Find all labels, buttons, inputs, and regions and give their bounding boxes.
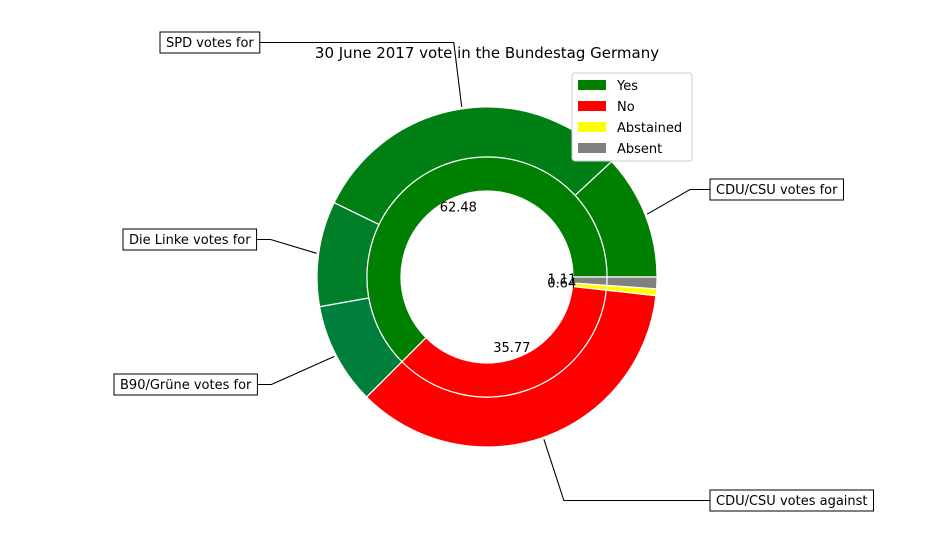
pct-label-abstained: 0.64 (547, 277, 576, 292)
legend-label-abstained: Abstained (617, 121, 682, 136)
callout-label: Die Linke votes for (129, 233, 251, 248)
callout-line (259, 41, 463, 107)
outer-ring (316, 106, 658, 448)
chart-title: 30 June 2017 vote in the Bundestag Germa… (315, 44, 659, 62)
inner-slice-yes (366, 156, 608, 363)
pct-label-no: 35.77 (493, 341, 530, 356)
inner-slice-absent (572, 276, 608, 287)
callout-label: CDU/CSU votes against (716, 494, 868, 509)
pct-label-absent: 1.11 (547, 273, 576, 288)
inner-ring (366, 156, 608, 398)
callouts: CDU/CSU votes for SPD votes for Die Linke … (113, 31, 875, 512)
legend-swatch-absent (578, 143, 606, 153)
callout-line (257, 355, 335, 386)
callout-label: CDU/CSU votes for (716, 183, 838, 198)
legend-label-yes: Yes (616, 79, 638, 94)
legend-label-no: No (617, 100, 635, 115)
callout-line (543, 439, 710, 502)
pct-label-yes: 62.48 (440, 201, 477, 216)
callout-line (646, 188, 710, 215)
legend-swatch-yes (578, 80, 606, 90)
callout-label: B90/Grüne votes for (120, 378, 252, 393)
legend-swatch-abstained (578, 122, 606, 132)
legend-swatch-no (578, 101, 606, 111)
legend-frame (571, 72, 693, 162)
legend-label-absent: Absent (617, 142, 662, 157)
legend: Yes No Abstained Absent (571, 72, 693, 162)
percentage-labels: 62.48 35.77 0.641.11 (440, 201, 577, 356)
callout-label: SPD votes for (166, 36, 254, 51)
callout-line (256, 238, 317, 254)
